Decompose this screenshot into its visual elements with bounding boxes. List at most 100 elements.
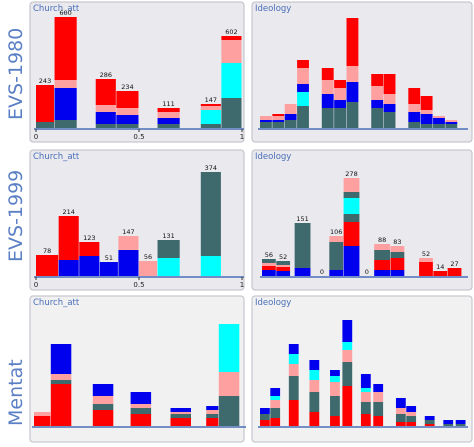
bar-segment-mentat-churchatt-1-1	[50, 380, 72, 384]
bar-segment-evs1980-ideology-0-2	[260, 116, 272, 120]
bar-label-evs1980-churchatt-4: 111	[162, 100, 174, 108]
bar-segment-mentat-ideology-5-4	[342, 320, 353, 342]
bar-segment-evs1980-ideology-12-1	[445, 122, 458, 124]
bar-segment-evs1980-ideology-1-2	[272, 116, 285, 120]
x-tick-label-evs1999-churchatt-2: 1	[240, 281, 244, 289]
x-tick-label-evs1999-churchatt-1: 0.5	[133, 281, 144, 289]
bar-segment-evs1999-churchatt-7-1	[200, 172, 221, 256]
bar-segment-mentat-churchatt-1-2	[50, 374, 72, 380]
bar-label-evs1999-ideology-9: 83	[393, 238, 401, 246]
x-tick-label-evs1980-churchatt-1: 0.5	[133, 133, 144, 141]
bar-segment-evs1980-ideology-3-3	[297, 68, 309, 84]
bar-segment-mentat-churchatt-2-3	[92, 384, 114, 396]
bar-segment-mentat-churchatt-6-1	[218, 372, 240, 396]
bar-label-evs1980-churchatt-0: 243	[39, 77, 51, 85]
bar-segment-evs1980-ideology-4-3	[321, 68, 334, 80]
bar-segment-mentat-churchatt-5-1	[206, 414, 219, 418]
bar-segment-evs1980-ideology-2-2	[284, 104, 297, 114]
bar-segment-evs1980-ideology-3-2	[297, 84, 309, 92]
bar-segment-mentat-ideology-4-4	[330, 370, 340, 376]
bar-segment-evs1999-churchatt-1-0	[58, 260, 79, 276]
bar-label-evs1999-ideology-5: 106	[330, 228, 342, 236]
bar-segment-evs1980-churchatt-1-1	[54, 88, 77, 120]
bar-segment-evs1980-churchatt-6-1	[221, 63, 242, 98]
bar-segment-evs1980-ideology-1-3	[272, 114, 285, 116]
x-tick-label-evs1980-churchatt-2: 1	[240, 133, 244, 141]
bar-segment-mentat-ideology-0-0	[260, 420, 270, 426]
panel-title-evs1980-ideology: Ideology	[255, 4, 291, 14]
bar-segment-mentat-ideology-11-0	[443, 424, 454, 426]
bar-segment-evs1999-ideology-0-1	[262, 266, 276, 270]
bar-segment-mentat-ideology-9-3	[406, 406, 417, 412]
bar-segment-mentat-ideology-4-1	[330, 396, 340, 416]
bar-segment-mentat-churchatt-3-3	[130, 392, 152, 404]
x-tick-label-evs1999-churchatt-0: 0	[34, 281, 38, 289]
bar-segment-evs1980-churchatt-2-1	[95, 112, 116, 124]
bar-label-evs1980-churchatt-3: 234	[121, 83, 133, 91]
bar-segment-evs1980-ideology-4-2	[321, 80, 334, 94]
bar-segment-evs1980-churchatt-5-0	[200, 124, 221, 128]
bar-segment-mentat-ideology-3-4	[309, 360, 320, 370]
bar-segment-evs1980-churchatt-4-1	[157, 118, 180, 124]
bar-segment-mentat-ideology-12-0	[455, 424, 466, 426]
bar-segment-mentat-ideology-9-2	[406, 412, 417, 416]
bar-label-evs1999-ideology-4: 0	[320, 268, 324, 276]
bar-segment-evs1980-ideology-8-2	[383, 94, 396, 104]
bar-segment-evs1999-ideology-10-0	[419, 262, 433, 276]
bar-segment-evs1999-churchatt-4-0	[118, 250, 139, 276]
bar-segment-mentat-churchatt-5-0	[206, 418, 219, 426]
bar-segment-mentat-ideology-9-1	[406, 416, 417, 422]
bar-segment-evs1999-ideology-1-2	[276, 265, 291, 267]
bar-label-evs1999-ideology-3: 151	[296, 215, 308, 223]
panel-mentat-ideology	[251, 295, 473, 443]
bar-segment-mentat-ideology-5-3	[342, 342, 353, 350]
bar-segment-evs1980-ideology-11-2	[433, 116, 445, 118]
bar-segment-mentat-churchatt-6-0	[218, 396, 240, 426]
bar-segment-mentat-ideology-3-3	[309, 370, 320, 380]
bar-segment-evs1980-churchatt-4-3	[157, 108, 180, 112]
bar-segment-mentat-ideology-10-1	[424, 420, 435, 424]
bar-label-evs1999-ideology-0: 56	[265, 251, 273, 259]
bar-segment-evs1980-ideology-4-1	[321, 94, 334, 108]
bar-segment-mentat-ideology-7-3	[373, 384, 384, 392]
bar-segment-evs1980-ideology-2-0	[284, 120, 297, 128]
bar-segment-mentat-churchatt-2-0	[92, 410, 114, 426]
bar-segment-evs1999-ideology-0-3	[262, 259, 276, 263]
bar-segment-mentat-ideology-7-0	[373, 416, 384, 426]
bar-segment-mentat-churchatt-1-0	[50, 384, 72, 426]
bar-segment-mentat-ideology-8-0	[395, 422, 406, 426]
bar-segment-mentat-ideology-4-3	[330, 376, 340, 382]
bar-segment-evs1980-ideology-10-1	[420, 114, 433, 124]
bar-label-evs1999-churchatt-5: 56	[144, 253, 152, 261]
bar-label-evs1999-churchatt-6: 131	[162, 232, 174, 240]
bar-segment-evs1999-churchatt-2-1	[79, 242, 100, 256]
bar-segment-mentat-ideology-4-0	[330, 416, 340, 426]
bar-segment-evs1980-churchatt-3-1	[116, 115, 139, 124]
bar-segment-evs1980-churchatt-3-0	[116, 124, 139, 128]
bar-label-evs1980-churchatt-2: 286	[100, 71, 112, 79]
bar-segment-evs1999-ideology-8-3	[374, 244, 391, 250]
bar-segment-evs1980-churchatt-2-3	[95, 79, 116, 105]
bar-segment-evs1999-ideology-9-3	[390, 246, 405, 252]
panel-title-evs1999-churchatt: Church_att	[33, 152, 80, 162]
bar-segment-evs1999-churchatt-1-1	[58, 216, 79, 260]
row-label-mentat: Mentat	[5, 359, 27, 426]
bar-label-evs1980-churchatt-5: 147	[205, 96, 217, 104]
bar-segment-evs1980-ideology-6-1	[346, 82, 359, 102]
bar-segment-evs1980-ideology-5-3	[334, 80, 347, 88]
bar-segment-evs1980-ideology-5-0	[334, 108, 347, 128]
bar-segment-evs1999-churchatt-0-0	[36, 255, 59, 276]
bar-segment-evs1999-churchatt-3-0	[99, 262, 118, 276]
bar-segment-evs1980-churchatt-6-0	[221, 98, 242, 128]
bar-segment-evs1980-ideology-3-0	[297, 106, 309, 128]
bar-label-evs1999-ideology-10: 52	[422, 250, 430, 258]
bar-segment-mentat-ideology-4-2	[330, 382, 340, 396]
bar-segment-evs1999-ideology-8-0	[374, 270, 391, 276]
bar-label-evs1999-churchatt-2: 123	[83, 234, 95, 242]
bar-segment-evs1999-churchatt-4-1	[118, 236, 139, 250]
bar-segment-evs1980-ideology-10-0	[420, 124, 433, 128]
bar-segment-evs1980-churchatt-1-3	[54, 17, 77, 80]
bar-segment-evs1999-ideology-0-2	[262, 263, 276, 266]
bar-segment-evs1980-ideology-7-2	[371, 86, 384, 100]
row-label-evs1999: EVS-1999	[5, 170, 27, 262]
